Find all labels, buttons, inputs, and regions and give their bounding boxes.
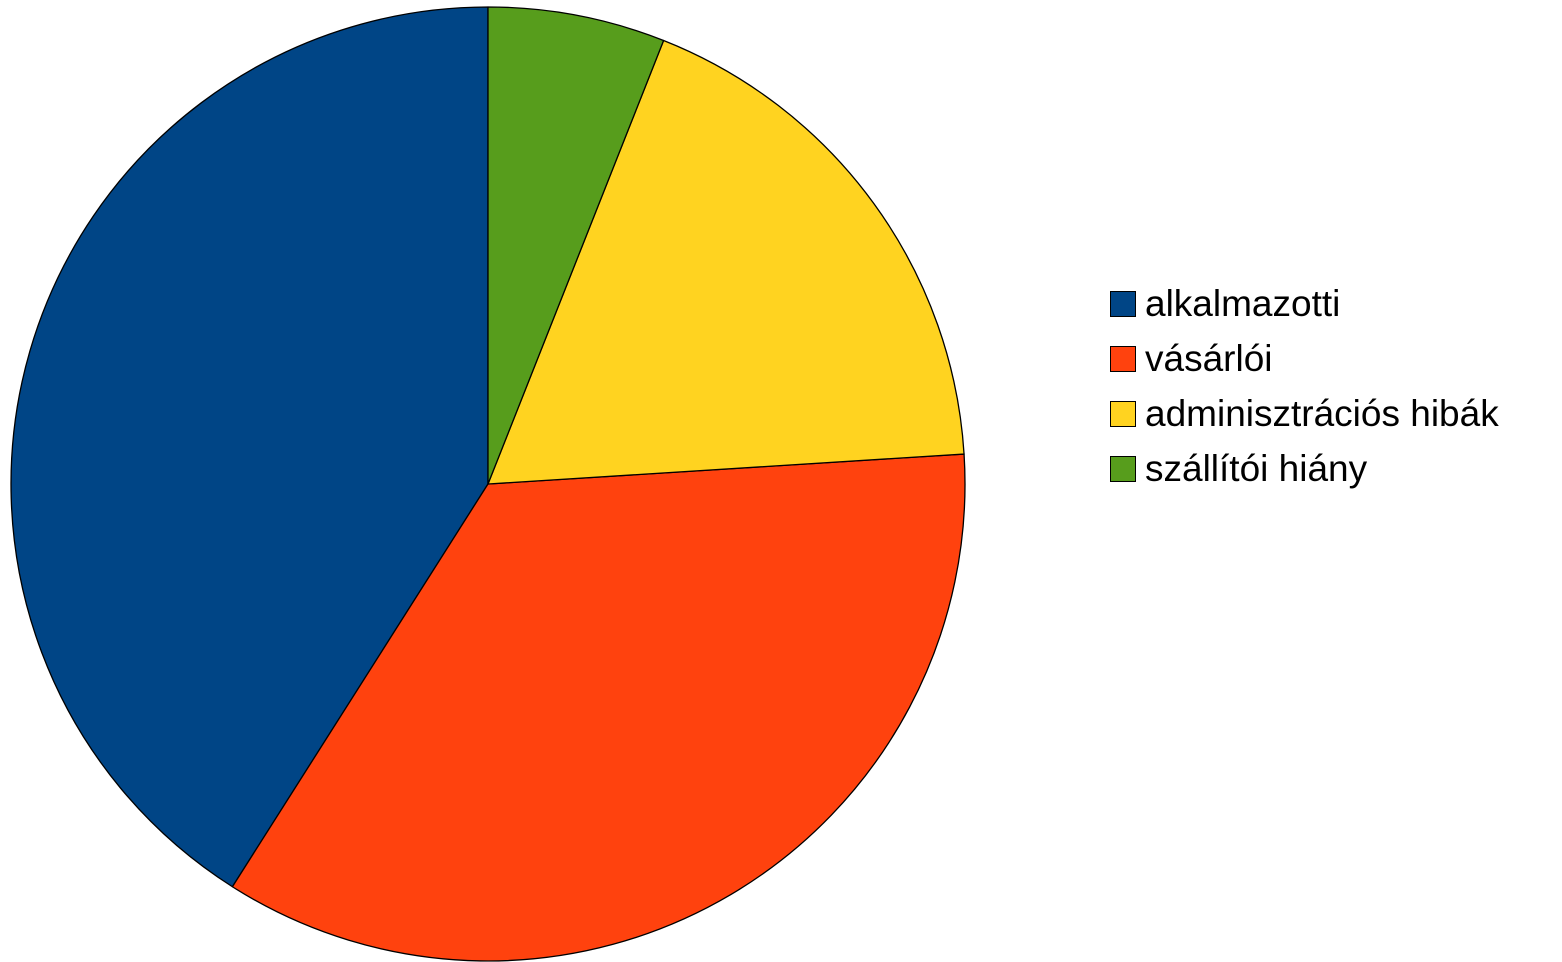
legend-label: szállítói hiány [1145, 448, 1368, 489]
legend-item-4: szállítói hiány [1110, 441, 1499, 496]
pie-slice-3 [487, 39, 965, 485]
legend-swatch [1110, 455, 1136, 482]
pie-slice-1 [10, 6, 489, 888]
pie-slice-2 [231, 453, 966, 962]
chart-legend: alkalmazotti vásárlói adminisztrációs hibá… [1110, 276, 1499, 496]
legend-label: alkalmazotti [1145, 283, 1341, 324]
legend-label: vásárlói [1145, 338, 1273, 379]
legend-item-2: vásárlói [1110, 331, 1499, 386]
legend-item-3: adminisztrációs hibák [1110, 386, 1499, 441]
pie-slice-4 [487, 6, 665, 485]
pie-slices [10, 6, 966, 962]
legend-swatch [1110, 290, 1136, 317]
legend-swatch [1110, 345, 1136, 372]
legend-item-1: alkalmazotti [1110, 276, 1499, 331]
legend-swatch [1110, 400, 1136, 427]
legend-label: adminisztrációs hibák [1145, 393, 1499, 434]
